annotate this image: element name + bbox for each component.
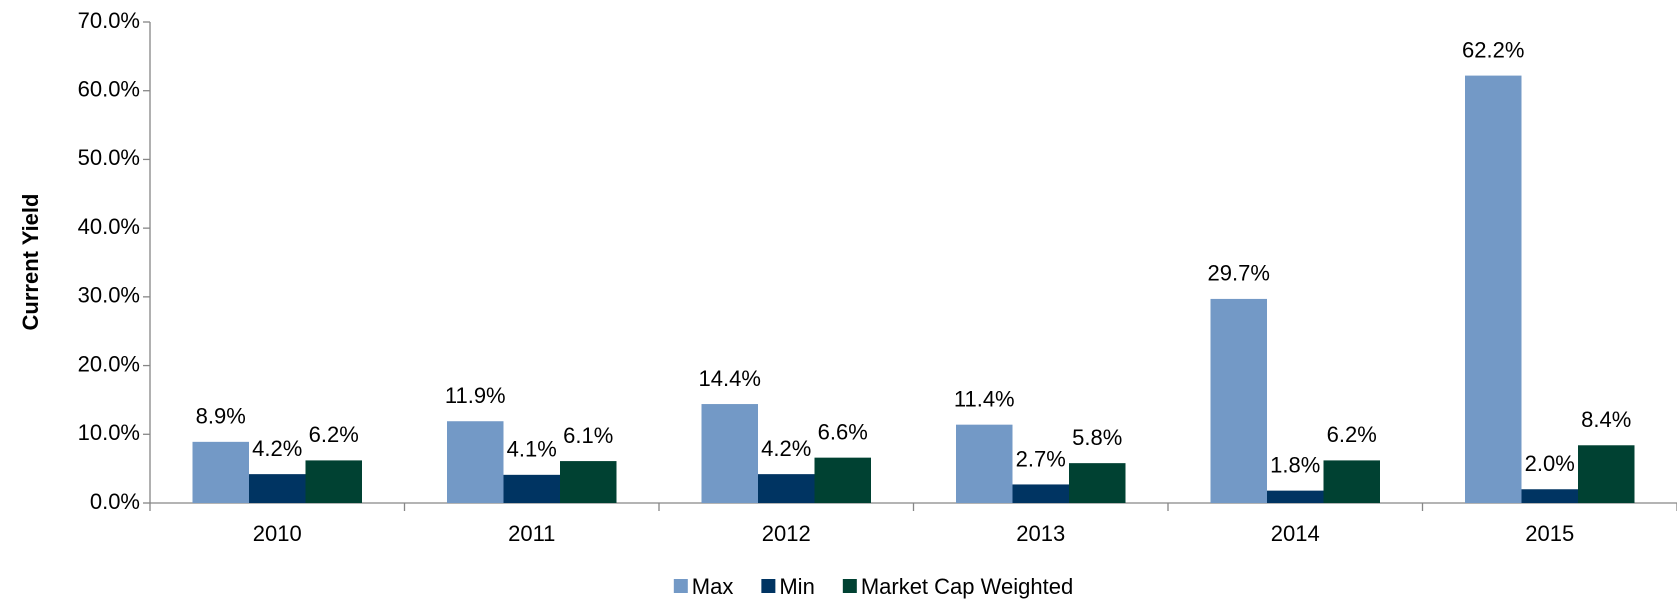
- data-label: 6.1%: [563, 423, 613, 448]
- data-label: 2.0%: [1525, 451, 1575, 476]
- legend-swatch: [761, 579, 776, 593]
- data-label: 62.2%: [1462, 37, 1524, 62]
- data-label: 8.4%: [1581, 407, 1631, 432]
- data-label: 11.4%: [954, 386, 1015, 411]
- bar: [701, 404, 759, 503]
- bar: [447, 421, 504, 503]
- bar: [1267, 490, 1324, 503]
- bar: [1068, 463, 1126, 503]
- x-tick-label: 2010: [253, 521, 302, 546]
- y-tick-label: 20.0%: [78, 351, 140, 376]
- data-label: 8.9%: [196, 404, 246, 429]
- y-tick-label: 10.0%: [78, 420, 140, 445]
- data-label: 4.2%: [252, 436, 302, 461]
- legend-label: Max: [692, 574, 734, 599]
- bar: [1465, 75, 1522, 504]
- x-tick-label: 2012: [762, 521, 811, 546]
- data-label: 6.2%: [309, 422, 359, 447]
- bar: [192, 441, 250, 503]
- bar: [956, 424, 1013, 503]
- bar: [1577, 445, 1635, 503]
- bar: [559, 461, 617, 503]
- y-tick-label: 50.0%: [78, 145, 140, 170]
- y-tick-label: 0.0%: [90, 489, 140, 514]
- data-label: 4.1%: [507, 437, 557, 462]
- x-tick-label: 2015: [1525, 521, 1574, 546]
- y-tick-label: 30.0%: [78, 283, 140, 308]
- y-tick-label: 60.0%: [78, 77, 140, 102]
- bar: [1521, 489, 1578, 503]
- bar: [249, 474, 306, 503]
- bar: [305, 460, 362, 503]
- y-tick-label: 40.0%: [78, 214, 140, 239]
- bar: [814, 457, 871, 503]
- data-label: 6.2%: [1327, 422, 1377, 447]
- bar: [758, 474, 815, 503]
- bar: [1210, 298, 1268, 503]
- bar: [1012, 484, 1069, 503]
- data-label: 4.2%: [761, 436, 811, 461]
- bar: [503, 474, 560, 503]
- legend-swatch: [842, 579, 857, 593]
- legend-label: Market Cap Weighted: [861, 574, 1073, 599]
- data-label: 11.9%: [445, 383, 506, 408]
- bar: [1323, 460, 1380, 503]
- x-tick-label: 2013: [1016, 521, 1065, 546]
- data-label: 2.7%: [1016, 446, 1066, 471]
- x-tick-label: 2014: [1271, 521, 1320, 546]
- legend-label: Min: [779, 574, 814, 599]
- data-label: 5.8%: [1072, 425, 1122, 450]
- legend-swatch: [673, 579, 688, 593]
- data-label: 6.6%: [818, 419, 868, 444]
- x-tick-label: 2011: [508, 521, 555, 546]
- y-axis-label: Current Yield: [18, 194, 43, 331]
- data-label: 1.8%: [1270, 452, 1320, 477]
- data-label: 14.4%: [699, 366, 761, 391]
- data-label: 29.7%: [1208, 261, 1270, 286]
- y-tick-label: 70.0%: [78, 8, 140, 33]
